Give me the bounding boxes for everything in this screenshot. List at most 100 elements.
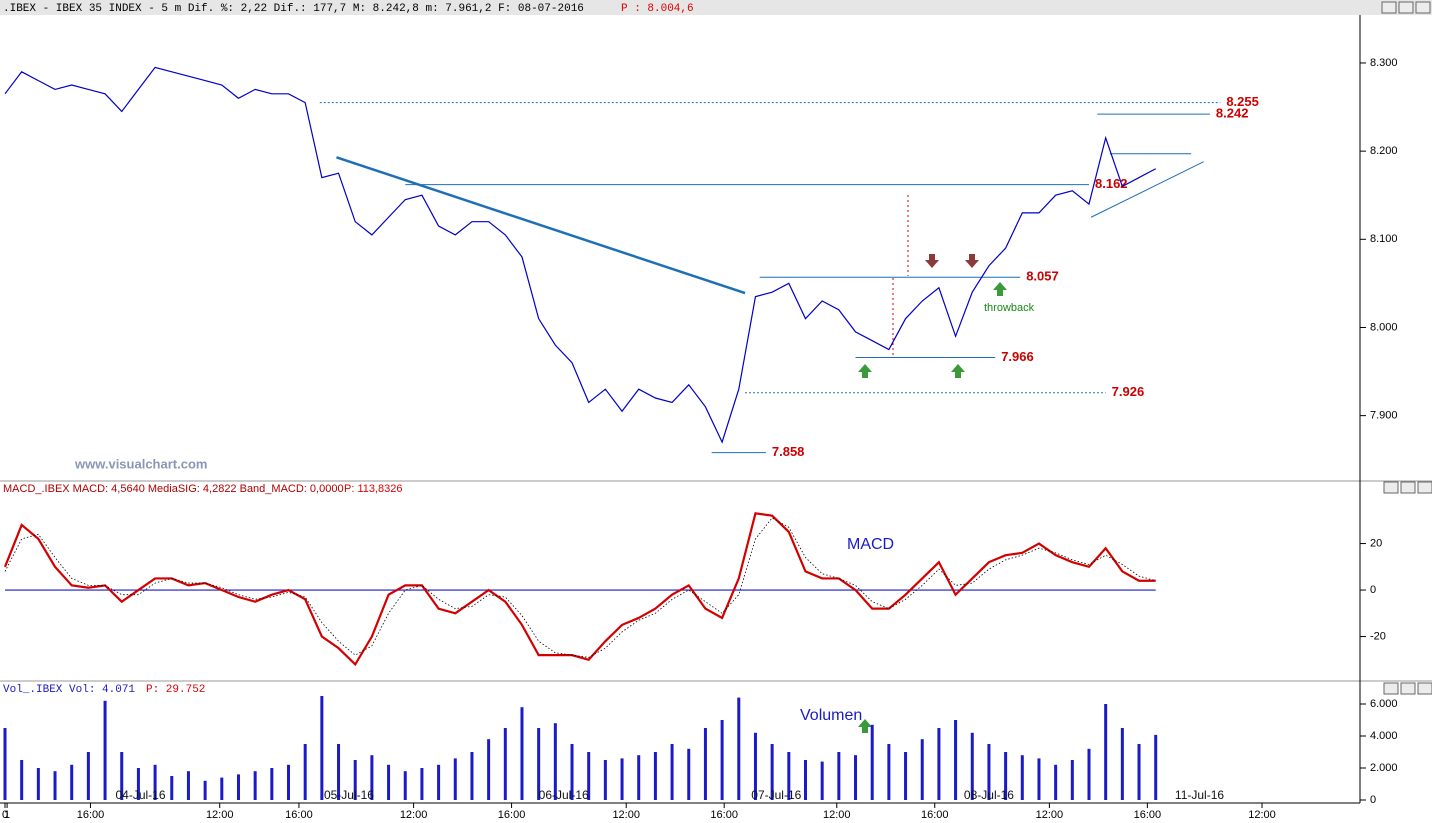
volume-bar bbox=[270, 768, 274, 800]
volume-bar bbox=[220, 777, 224, 800]
macd-header: MACD_.IBEX MACD: 4,5640 MediaSIG: 4,2822… bbox=[3, 483, 344, 495]
volume-bar bbox=[1070, 760, 1074, 800]
volume-bar bbox=[854, 755, 858, 800]
volume-header-price: P: 29.752 bbox=[146, 684, 205, 696]
minimize-button[interactable] bbox=[1381, 1, 1397, 14]
volume-bar bbox=[120, 752, 124, 800]
volume-header: Vol_.IBEX Vol: 4.071 bbox=[3, 684, 135, 696]
volume-bar bbox=[503, 728, 507, 800]
volume-bar bbox=[253, 771, 257, 800]
date-label: 04-Jul-16 bbox=[115, 788, 165, 802]
minimize-button[interactable] bbox=[1383, 682, 1399, 695]
x-tick-label: 16:00 bbox=[77, 809, 105, 821]
y-tick-label: 4.000 bbox=[1370, 730, 1398, 742]
y-tick-label: 0 bbox=[1370, 794, 1376, 806]
volume-bar bbox=[670, 744, 674, 800]
y-tick-label: 8.000 bbox=[1370, 321, 1398, 333]
header-price: P : 8.004,6 bbox=[621, 3, 694, 15]
volume-bar bbox=[1087, 748, 1091, 800]
volume-bar bbox=[770, 744, 774, 800]
volume-bar bbox=[1120, 728, 1124, 800]
macd-title: MACD bbox=[847, 536, 894, 553]
level-label: 7.926 bbox=[1112, 384, 1145, 399]
volume-title: Volumen bbox=[800, 707, 862, 724]
close-button[interactable] bbox=[1417, 682, 1432, 695]
y-tick-label: 20 bbox=[1370, 537, 1382, 549]
volume-bar bbox=[470, 752, 474, 800]
up-arrow bbox=[858, 364, 872, 378]
x-tick-label: 12:00 bbox=[400, 809, 428, 821]
y-tick-label: 2.000 bbox=[1370, 762, 1398, 774]
volume-bar bbox=[1037, 758, 1041, 800]
x-tick-label: 1 bbox=[4, 809, 10, 821]
macd-header-price: P: 113,8326 bbox=[344, 483, 403, 495]
date-label: 07-Jul-16 bbox=[751, 788, 801, 802]
date-label: 06-Jul-16 bbox=[539, 788, 589, 802]
volume-bar bbox=[136, 768, 140, 800]
volume-bar bbox=[587, 752, 591, 800]
x-tick-label: 0 bbox=[2, 809, 8, 821]
volume-bar bbox=[203, 780, 207, 800]
volume-bar bbox=[1137, 744, 1141, 800]
up-arrow bbox=[858, 719, 872, 733]
series-line bbox=[3, 512, 1156, 667]
minimize-button[interactable] bbox=[1383, 481, 1399, 494]
volume-bar bbox=[86, 752, 90, 800]
x-tick-label: 12:00 bbox=[612, 809, 640, 821]
close-button[interactable] bbox=[1415, 1, 1431, 14]
y-tick-label: 8.100 bbox=[1370, 233, 1398, 245]
maximize-button[interactable] bbox=[1400, 682, 1416, 695]
close-button[interactable] bbox=[1417, 481, 1432, 494]
volume-bar bbox=[320, 696, 324, 800]
volume-bar bbox=[837, 752, 841, 800]
volume-bar bbox=[937, 728, 941, 800]
x-tick-label: 12:00 bbox=[823, 809, 851, 821]
volume-bar bbox=[904, 752, 908, 800]
volume-bar bbox=[403, 771, 407, 800]
volume-bar bbox=[287, 764, 291, 800]
volume-bar bbox=[803, 760, 807, 800]
y-tick-label: 8.300 bbox=[1370, 57, 1398, 69]
volume-bar bbox=[954, 720, 958, 800]
date-label: 11-Jul-16 bbox=[1175, 788, 1224, 802]
brown-arrows bbox=[925, 254, 979, 268]
volume-bar bbox=[353, 760, 357, 800]
maximize-button[interactable] bbox=[1400, 481, 1416, 494]
volume-bar bbox=[787, 752, 791, 800]
volume-bar bbox=[437, 764, 441, 800]
volume-bar bbox=[370, 755, 374, 800]
volume-bar bbox=[453, 758, 457, 800]
volume-bar bbox=[537, 728, 541, 800]
level-label: 8.057 bbox=[1026, 269, 1059, 284]
date-label: 08-Jul-16 bbox=[964, 788, 1014, 802]
volume-bar bbox=[387, 764, 391, 800]
volume-bar bbox=[520, 707, 524, 800]
volume-bar bbox=[153, 764, 157, 800]
y-tick-label: -20 bbox=[1370, 630, 1386, 642]
volume-bar bbox=[1104, 704, 1108, 800]
window-buttons[interactable] bbox=[1381, 1, 1432, 695]
title-bar bbox=[0, 0, 1432, 15]
x-tick-label: 12:00 bbox=[206, 809, 234, 821]
y-tick-label: 7.900 bbox=[1370, 410, 1398, 422]
up-arrow bbox=[951, 364, 965, 378]
up-arrow bbox=[993, 282, 1007, 296]
x-tick-label: 12:00 bbox=[1036, 809, 1064, 821]
volume-bar bbox=[36, 768, 40, 800]
volume-bar bbox=[487, 739, 491, 800]
volume-bar bbox=[420, 768, 424, 800]
green-arrows bbox=[858, 282, 1007, 733]
level-label: 7.858 bbox=[772, 444, 805, 459]
level-label: 8.255 bbox=[1226, 94, 1259, 109]
header-info: .IBEX - IBEX 35 INDEX - 5 m Dif. %: 2,22… bbox=[3, 3, 584, 15]
volume-bar bbox=[236, 774, 240, 800]
x-tick-label: 16:00 bbox=[921, 809, 949, 821]
volume-bar bbox=[603, 760, 607, 800]
series-line bbox=[4, 517, 1156, 658]
maximize-button[interactable] bbox=[1398, 1, 1414, 14]
down-arrow bbox=[965, 254, 979, 268]
volume-bar bbox=[570, 744, 574, 800]
volume-bar bbox=[870, 724, 874, 800]
volume-bar bbox=[1020, 755, 1024, 800]
